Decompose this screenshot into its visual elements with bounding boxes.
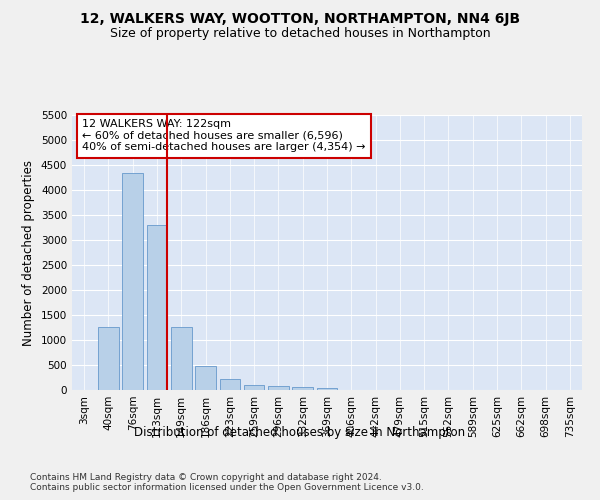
Text: 12, WALKERS WAY, WOOTTON, NORTHAMPTON, NN4 6JB: 12, WALKERS WAY, WOOTTON, NORTHAMPTON, N… xyxy=(80,12,520,26)
Bar xyxy=(317,388,337,390)
Bar xyxy=(292,387,313,390)
Bar xyxy=(98,327,119,390)
Text: Size of property relative to detached houses in Northampton: Size of property relative to detached ho… xyxy=(110,28,490,40)
Bar xyxy=(244,385,265,390)
Bar xyxy=(171,327,191,390)
Text: Distribution of detached houses by size in Northampton: Distribution of detached houses by size … xyxy=(134,426,466,439)
Text: Contains HM Land Registry data © Crown copyright and database right 2024.
Contai: Contains HM Land Registry data © Crown c… xyxy=(30,473,424,492)
Bar xyxy=(195,366,216,390)
Bar xyxy=(220,379,240,390)
Y-axis label: Number of detached properties: Number of detached properties xyxy=(22,160,35,346)
Bar xyxy=(268,386,289,390)
Text: 12 WALKERS WAY: 122sqm
← 60% of detached houses are smaller (6,596)
40% of semi-: 12 WALKERS WAY: 122sqm ← 60% of detached… xyxy=(82,119,366,152)
Bar xyxy=(146,225,167,390)
Bar xyxy=(122,172,143,390)
